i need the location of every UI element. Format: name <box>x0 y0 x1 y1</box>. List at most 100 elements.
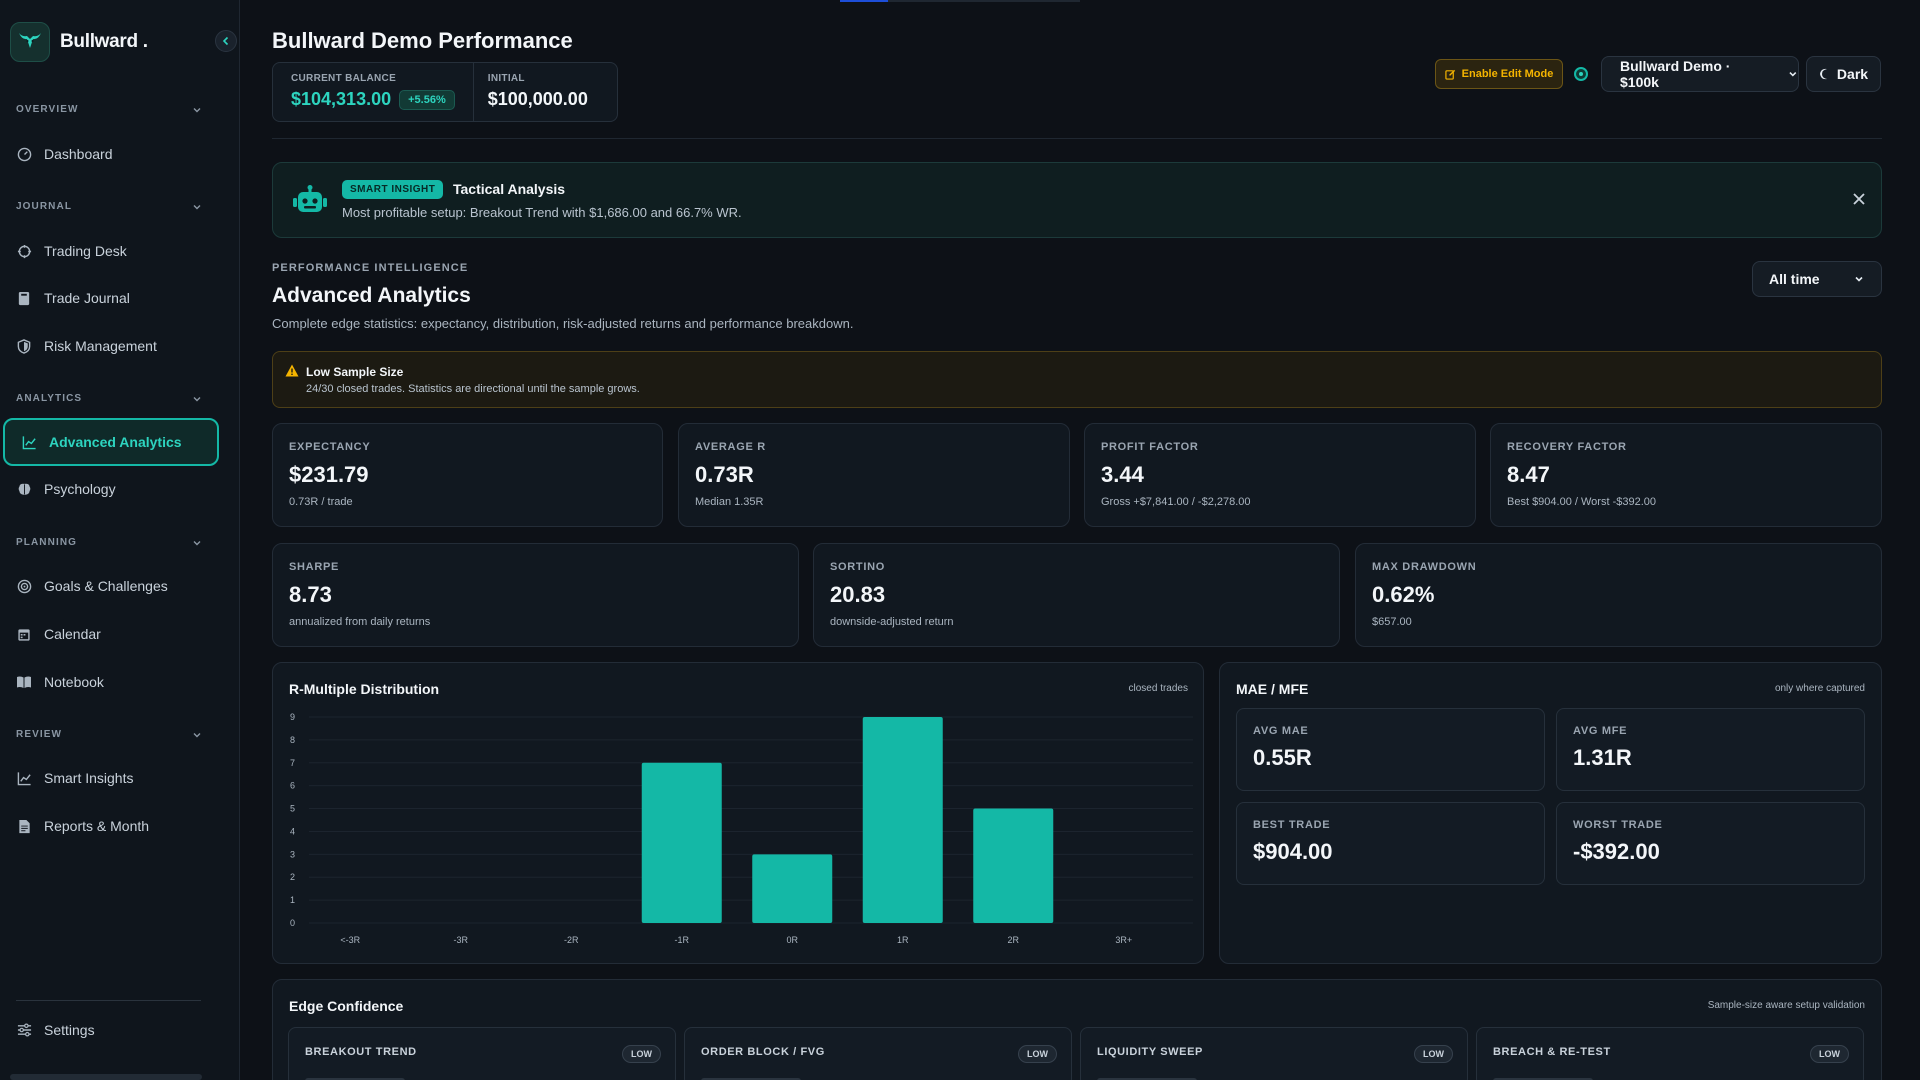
mae-label: BEST TRADE <box>1253 819 1331 831</box>
calendar-icon <box>16 626 32 642</box>
section-analytics[interactable]: ANALYTICS <box>16 393 202 404</box>
x-tick-label: 0R <box>786 935 798 945</box>
section-label: REVIEW <box>16 729 63 740</box>
section-overview[interactable]: OVERVIEW <box>16 104 202 115</box>
moon-icon <box>1819 68 1827 80</box>
chevron-left-icon <box>222 36 229 46</box>
bar-1R[interactable] <box>862 717 943 923</box>
sidebar-scrollbar[interactable] <box>10 1074 202 1080</box>
sidebar-item-label: Psychology <box>44 481 116 497</box>
sidebar-item-psychology[interactable]: Psychology <box>16 474 216 504</box>
current-balance-value: $104,313.00 <box>291 89 392 109</box>
x-tick-label: 3R+ <box>1115 935 1132 945</box>
x-tick-label: 1R <box>897 935 909 945</box>
sidebar-item-advanced-analytics[interactable]: Advanced Analytics <box>3 418 219 466</box>
stat-label: SORTINO <box>830 561 886 573</box>
sidebar-item-smart-insights[interactable]: Smart Insights <box>16 763 216 793</box>
stat-value: 3.44 <box>1101 462 1144 487</box>
confidence-badge: LOW <box>622 1045 661 1063</box>
stat-card-sortino: SORTINO 20.83 downside-adjusted return <box>813 543 1340 647</box>
brand-name: Bullward . <box>60 31 148 52</box>
sidebar-item-dashboard[interactable]: Dashboard <box>16 139 216 169</box>
bar--1R[interactable] <box>641 762 722 923</box>
bar-0R[interactable] <box>752 854 833 923</box>
section-label: JOURNAL <box>16 201 73 212</box>
edge-name: BREAKOUT TREND <box>305 1046 417 1058</box>
edge-confidence-title: Edge Confidence <box>289 998 404 1014</box>
insight-tag: SMART INSIGHT <box>342 180 444 199</box>
edge-card-order-block-fvg[interactable]: ORDER BLOCK / FVG LOW <box>684 1027 1072 1080</box>
section-review[interactable]: REVIEW <box>16 729 202 740</box>
sidebar-item-calendar[interactable]: Calendar <box>16 619 216 649</box>
target-icon <box>16 578 32 594</box>
book-icon <box>16 674 32 690</box>
sidebar-item-settings[interactable]: Settings <box>16 1015 216 1045</box>
edge-name: LIQUIDITY SWEEP <box>1097 1046 1203 1058</box>
initial-balance-value: $100,000.00 <box>487 89 588 109</box>
stat-sub: Best $904.00 / Worst -$392.00 <box>1507 496 1656 508</box>
sidebar-item-reports-month[interactable]: Reports & Month <box>16 811 216 841</box>
page-title: Bullward Demo Performance <box>272 28 573 53</box>
sidebar-item-label: Trade Journal <box>44 290 130 306</box>
confidence-badge: LOW <box>1414 1045 1453 1063</box>
stat-value: 20.83 <box>830 582 886 607</box>
sidebar-item-trading-desk[interactable]: Trading Desk <box>16 236 216 266</box>
close-icon[interactable] <box>1849 189 1869 209</box>
sidebar-item-label: Settings <box>44 1022 95 1038</box>
insight-title: Tactical Analysis <box>453 181 566 197</box>
low-sample-warning: Low Sample Size 24/30 closed trades. Sta… <box>272 351 1882 408</box>
mae-value: 1.31R <box>1573 745 1632 770</box>
mae-mfe-panel: MAE / MFE only where captured AVG MAE 0.… <box>1219 662 1882 964</box>
r-multiple-note: closed trades <box>1128 683 1188 694</box>
r-multiple-title: R-Multiple Distribution <box>289 681 440 697</box>
section-journal[interactable]: JOURNAL <box>16 201 202 212</box>
sidebar-item-trade-journal[interactable]: Trade Journal <box>16 283 216 313</box>
stat-card-profit-factor: PROFIT FACTOR 3.44 Gross +$7,841.00 / -$… <box>1084 423 1476 527</box>
best-trade-card: BEST TRADE $904.00 <box>1236 802 1545 885</box>
stat-value: 0.62% <box>1372 582 1435 607</box>
mae-value: 0.55R <box>1253 745 1312 770</box>
enable-edit-mode-button[interactable]: Enable Edit Mode <box>1435 59 1563 89</box>
section-planning[interactable]: PLANNING <box>16 537 202 548</box>
sync-status-icon <box>1574 67 1588 81</box>
stat-card-average-r: AVERAGE R 0.73R Median 1.35R <box>678 423 1070 527</box>
current-balance: CURRENT BALANCE $104,313.00 +5.56% <box>273 63 473 121</box>
time-range-value: All time <box>1769 271 1820 287</box>
bar-2R[interactable] <box>973 808 1054 923</box>
section-title: Advanced Analytics <box>272 284 471 307</box>
y-tick-label: 4 <box>290 826 295 836</box>
stat-sub: 0.73R / trade <box>289 496 353 508</box>
sidebar-item-goals-challenges[interactable]: Goals & Challenges <box>16 571 216 601</box>
edge-card-breach-retest[interactable]: BREACH & RE-TEST LOW <box>1476 1027 1864 1080</box>
sidebar-item-label: Goals & Challenges <box>44 578 168 594</box>
sidebar-item-label: Dashboard <box>44 146 113 162</box>
journal-icon <box>16 290 32 306</box>
sidebar-item-notebook[interactable]: Notebook <box>16 667 216 697</box>
account-select[interactable]: Bullward Demo · $100k <box>1601 56 1799 92</box>
edge-confidence-note: Sample-size aware setup validation <box>1707 1000 1865 1011</box>
stat-card-recovery-factor: RECOVERY FACTOR 8.47 Best $904.00 / Wors… <box>1490 423 1882 527</box>
edge-card-breakout-trend[interactable]: BREAKOUT TREND LOW <box>288 1027 676 1080</box>
avg-mae-card: AVG MAE 0.55R <box>1236 708 1545 791</box>
sliders-icon <box>16 1022 32 1038</box>
balance-change-badge: +5.56% <box>399 89 455 110</box>
chevron-down-icon <box>1789 72 1797 77</box>
y-tick-label: 2 <box>290 872 295 882</box>
sidebar-item-risk-management[interactable]: Risk Management <box>16 331 216 361</box>
section-label: PLANNING <box>16 537 78 548</box>
sidebar: Bullward . OVERVIEW Dashboard JOURNAL Tr… <box>0 0 240 1080</box>
mae-mfe-title: MAE / MFE <box>1236 681 1309 697</box>
mae-label: AVG MAE <box>1253 725 1309 737</box>
edge-card-liquidity-sweep[interactable]: LIQUIDITY SWEEP LOW <box>1080 1027 1468 1080</box>
bull-logo-icon <box>10 22 50 62</box>
stat-sub: annualized from daily returns <box>289 616 431 628</box>
theme-toggle-button[interactable]: Dark <box>1806 56 1881 92</box>
mae-label: AVG MFE <box>1573 725 1628 737</box>
collapse-sidebar-button[interactable] <box>215 30 237 52</box>
brand[interactable]: Bullward . <box>10 22 148 62</box>
stat-card-max-drawdown: MAX DRAWDOWN 0.62% $657.00 <box>1355 543 1882 647</box>
mae-label: WORST TRADE <box>1573 819 1663 831</box>
confidence-badge: LOW <box>1018 1045 1057 1063</box>
y-tick-label: 5 <box>290 804 295 814</box>
time-range-select[interactable]: All time <box>1752 261 1882 297</box>
